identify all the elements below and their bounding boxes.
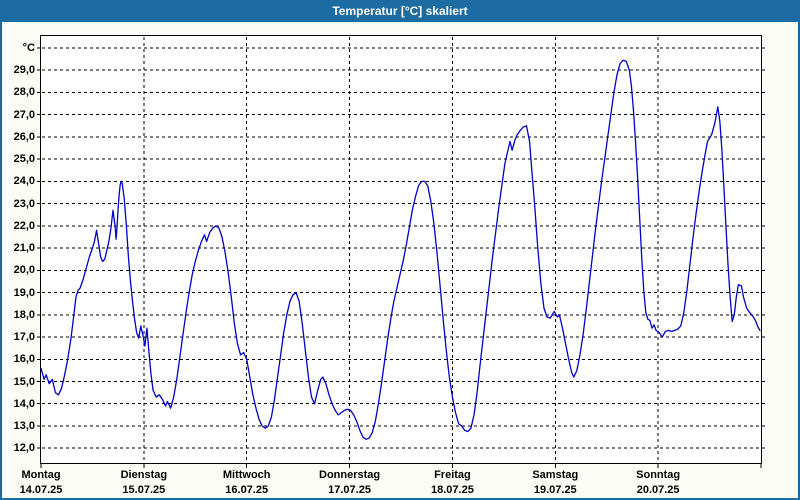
x-axis-date-label: 14.07.25 xyxy=(19,484,63,496)
window-title: Temperatur [°C] skaliert xyxy=(332,4,468,18)
x-axis-day-label: Sonntag xyxy=(636,469,681,481)
y-axis-label: 14,0 xyxy=(13,397,35,410)
y-axis-label: 28,0 xyxy=(13,86,35,99)
x-axis-date-label: 19.07.25 xyxy=(533,484,577,496)
y-axis-label: 19,0 xyxy=(13,286,35,299)
temperature-chart xyxy=(37,37,765,468)
y-axis-label: 23,0 xyxy=(13,197,35,210)
x-axis-day-label: Donnerstag xyxy=(319,469,381,481)
y-axis-label: 25,0 xyxy=(13,153,35,166)
window-title-bar[interactable]: Temperatur [°C] skaliert xyxy=(2,0,798,22)
x-axis-day-label: Freitag xyxy=(434,469,471,481)
x-axis-date-label: 20.07.25 xyxy=(636,484,680,496)
y-axis-label: 16,0 xyxy=(13,353,35,366)
x-axis-date-label: 18.07.25 xyxy=(431,484,474,496)
y-axis-unit-label: °C xyxy=(22,42,35,54)
x-axis-day-label: Montag xyxy=(21,469,61,481)
y-axis-label: 15,0 xyxy=(13,375,35,388)
y-axis-label: 17,0 xyxy=(13,331,35,344)
y-axis-label: 22,0 xyxy=(13,219,35,232)
x-axis-date-label: 16.07.25 xyxy=(225,484,269,496)
y-axis-label: 27,0 xyxy=(13,108,35,121)
x-axis-date-label: 17.07.25 xyxy=(328,484,371,496)
y-axis-label: 18,0 xyxy=(13,308,35,321)
y-axis-label: 26,0 xyxy=(13,130,35,143)
x-axis-date-label: 15.07.25 xyxy=(122,484,166,496)
y-axis-label: 12,0 xyxy=(13,442,35,455)
temperature-line xyxy=(40,59,761,440)
y-axis-label: 29,0 xyxy=(13,64,35,77)
y-axis-label: 24,0 xyxy=(13,175,35,188)
y-axis-label: 13,0 xyxy=(13,419,35,432)
x-axis-day-label: Dienstag xyxy=(120,469,168,481)
y-axis-label: 21,0 xyxy=(13,242,35,255)
x-axis-day-label: Mittwoch xyxy=(222,469,271,481)
y-axis-label: 20,0 xyxy=(13,264,35,277)
x-axis-day-label: Samstag xyxy=(532,469,579,481)
